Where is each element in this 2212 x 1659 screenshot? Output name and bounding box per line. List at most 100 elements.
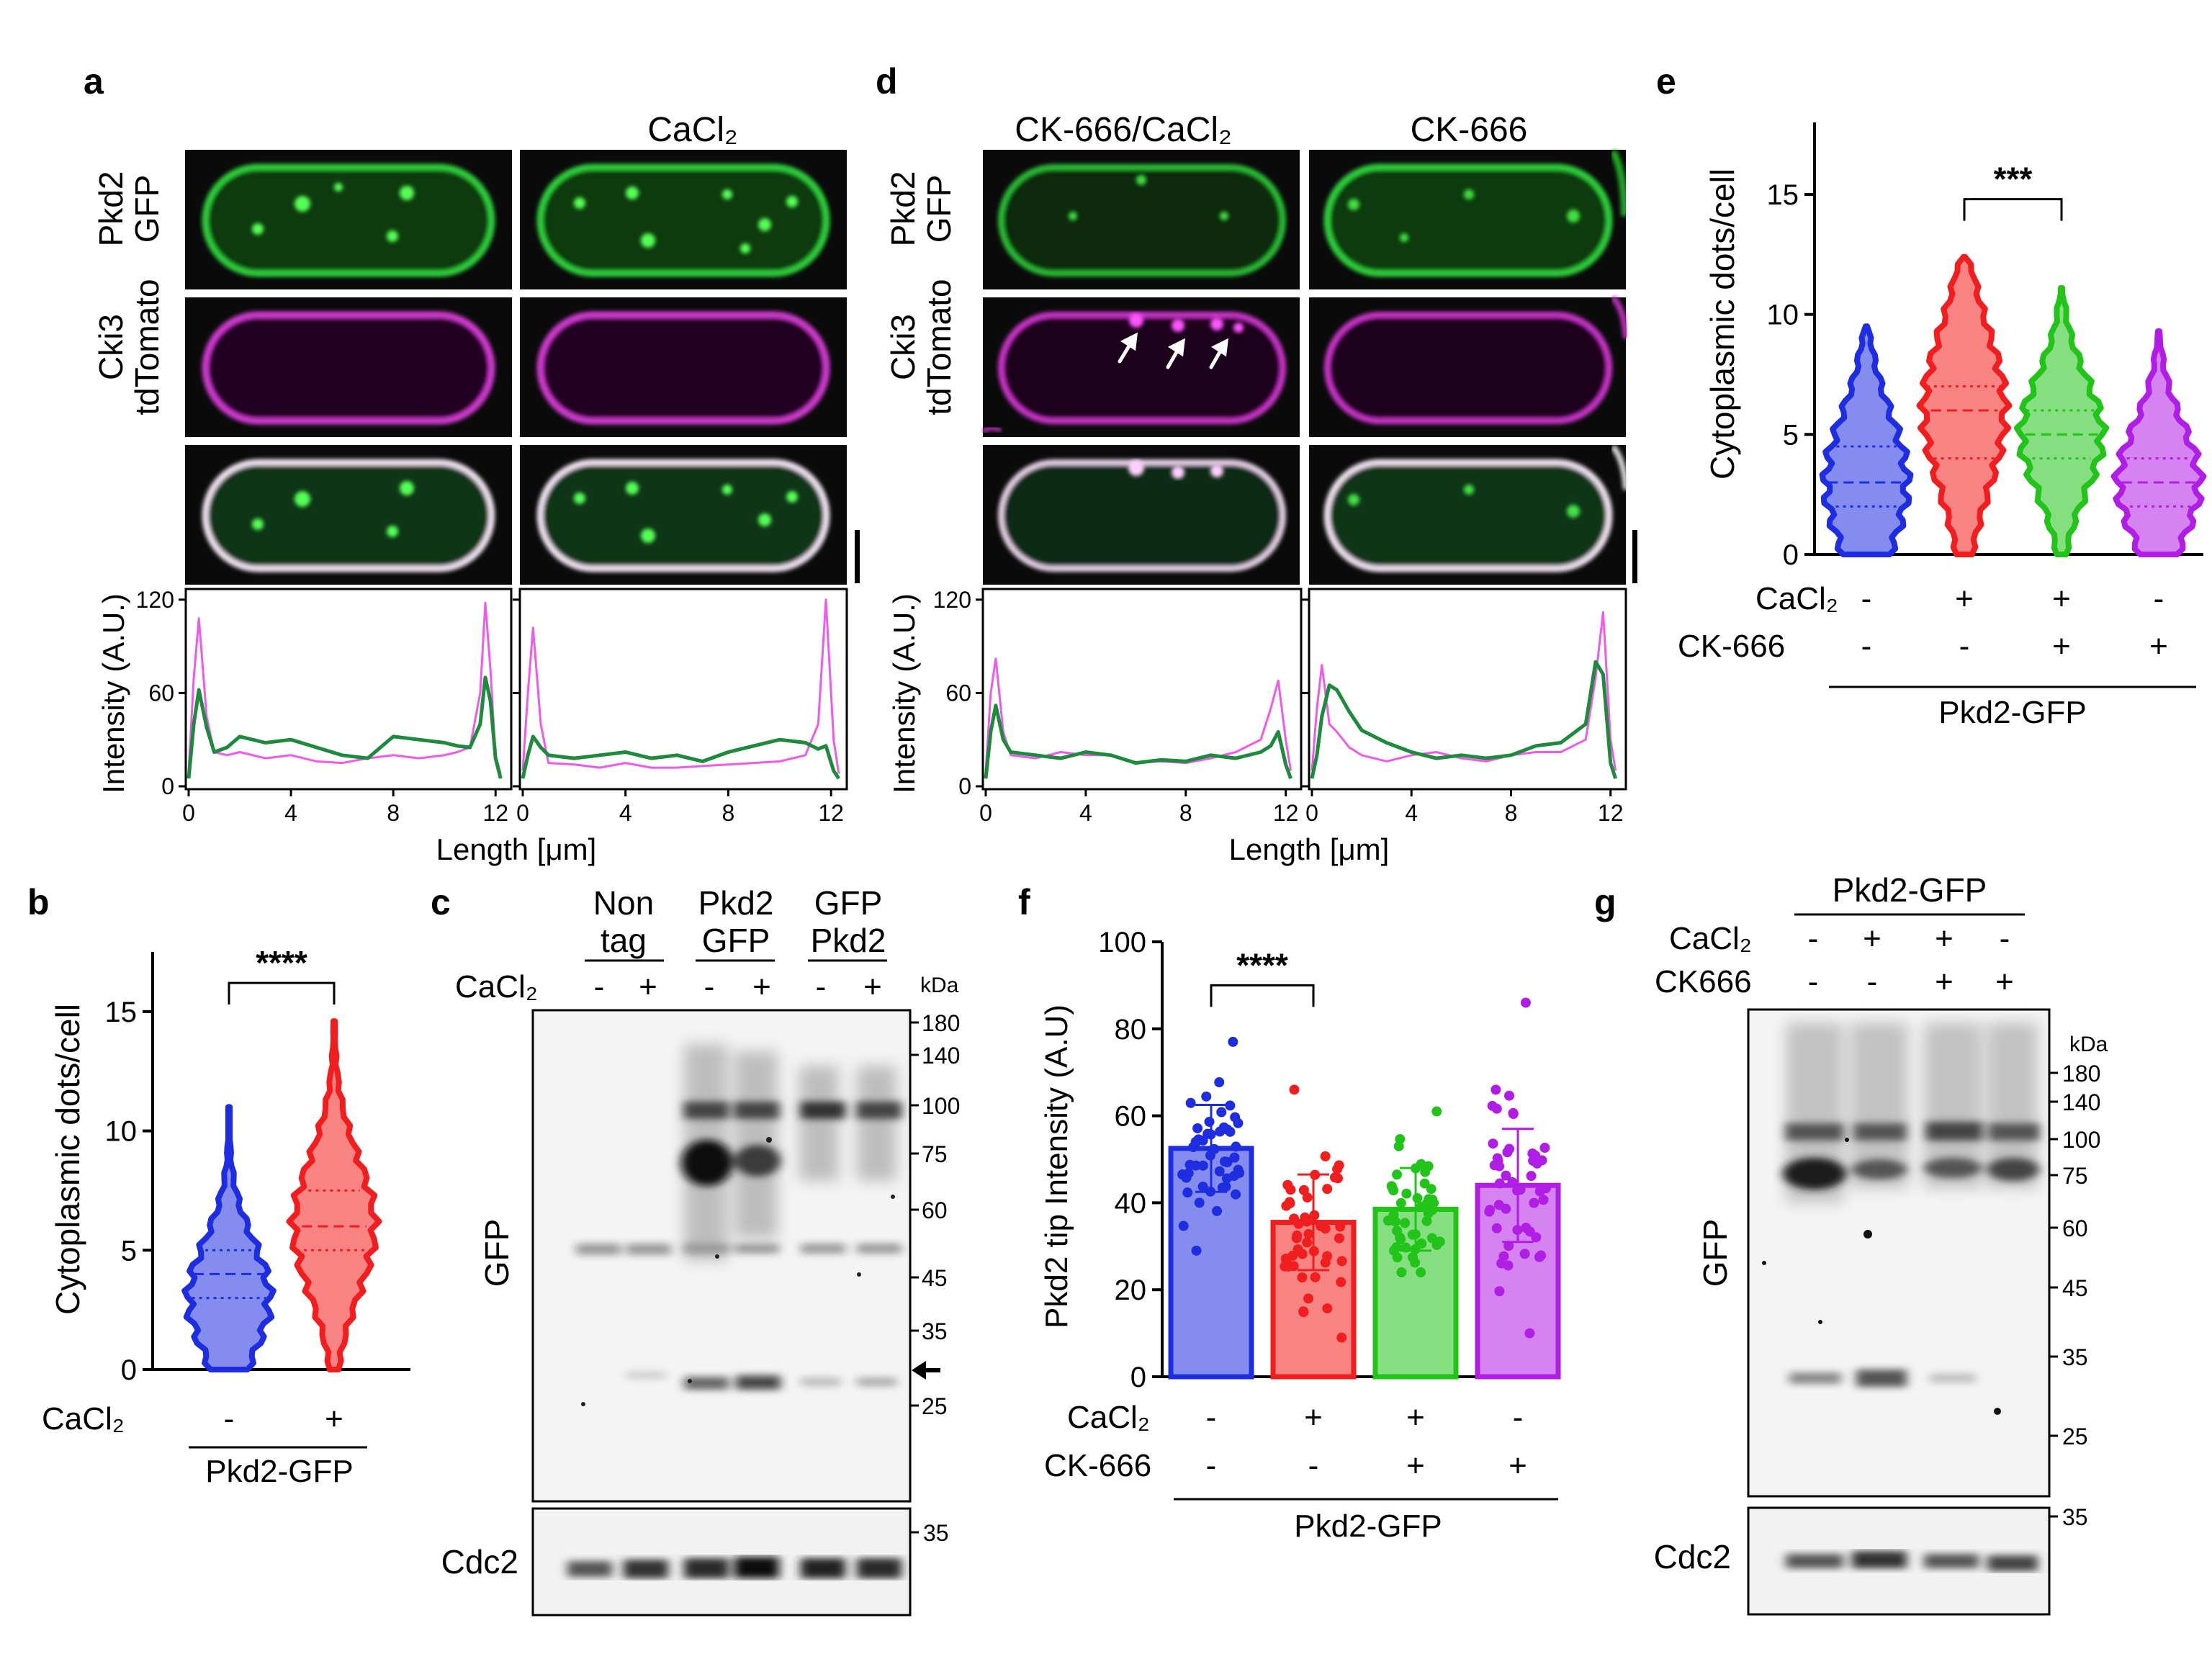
panel-c-blot-label: GFP (478, 1219, 516, 1287)
y-tick-label: 5 (1783, 419, 1799, 451)
y-tick-label: 40 (1115, 1187, 1147, 1219)
data-point (1416, 1202, 1426, 1213)
panel-e-ck666-4: + (2149, 629, 2168, 664)
panel-g-ck666-4: + (1995, 964, 2014, 999)
panel-d-plot-xlabel: Length [μm] (1229, 832, 1390, 866)
panel-c-marker-25: 25 (922, 1393, 948, 1419)
data-point (1310, 1272, 1321, 1282)
panel-f-cacl2-2: + (1304, 1400, 1323, 1435)
panel-a-row-label-gfp: GFP (128, 175, 166, 243)
data-point (1297, 1249, 1308, 1259)
data-point (1334, 1233, 1344, 1244)
data-point (1225, 1100, 1236, 1111)
panel-g-gfp-blot (1747, 1008, 2051, 1498)
panel-b-condition-2: + (325, 1401, 343, 1437)
panel-e-ck666-3: + (2052, 629, 2071, 664)
data-point (1392, 1169, 1403, 1180)
data-point (1501, 1203, 1511, 1214)
panel-f-ylabel: Pkd2 tip Intensity (A.U) (1039, 1004, 1074, 1328)
panel-g-marker-75: 75 (2062, 1163, 2088, 1189)
panel-g-marker-180: 180 (2062, 1061, 2100, 1087)
data-point (1425, 1194, 1436, 1205)
panel-f-letter: f (1018, 882, 1030, 922)
y-tick-label: 15 (105, 997, 138, 1028)
profile-series-line (521, 598, 840, 774)
data-point (1201, 1091, 1212, 1102)
data-point (1502, 1147, 1513, 1158)
y-tick-label: 60 (148, 680, 174, 706)
data-point (1293, 1218, 1304, 1229)
data-point (1298, 1184, 1309, 1195)
panel-d-condition-left: CK-666/CaCl₂ (1015, 111, 1231, 149)
x-tick-label: 0 (1305, 800, 1318, 826)
data-point (1297, 1272, 1308, 1283)
panel-a-micrographs (185, 150, 847, 585)
x-tick-label: 8 (1505, 800, 1518, 826)
data-point (1320, 1257, 1331, 1268)
panel-g-blot-label: GFP (1696, 1219, 1734, 1287)
panel-g-cacl2-3: + (1935, 921, 1954, 956)
significance-bracket (228, 981, 336, 1005)
x-tick-label: 4 (619, 800, 632, 826)
x-tick-label: 12 (1273, 800, 1299, 826)
data-point (1395, 1234, 1406, 1245)
data-point (1434, 1236, 1445, 1247)
data-point (1532, 1158, 1542, 1169)
panel-b-letter: b (27, 882, 50, 922)
data-point (1197, 1135, 1208, 1146)
profile-series-line (521, 734, 840, 780)
data-point (1395, 1197, 1406, 1208)
data-point (1287, 1250, 1298, 1261)
data-point (1302, 1237, 1313, 1248)
panel-a-profile-right: 0 4 8 12 (513, 588, 848, 826)
y-tick-label: 0 (161, 773, 174, 799)
panel-c-condition-6: + (863, 969, 882, 1004)
panel-c-kda-label: kDa (920, 974, 959, 997)
panel-g: g Pkd2-GFP CaCl₂ CK666 - + + - - - + + (1594, 871, 2108, 1616)
panel-f-row-label-cacl2: CaCl₂ (1067, 1400, 1150, 1435)
panel-c-condition-label: CaCl₂ (455, 969, 538, 1004)
data-point (1388, 1245, 1399, 1256)
data-point (1491, 1103, 1502, 1114)
data-point (1491, 1084, 1501, 1095)
violin-body (1916, 253, 2013, 557)
data-point (1526, 1171, 1537, 1182)
panel-c-condition-3: - (704, 969, 715, 1004)
panel-g-marker-35: 35 (2062, 1344, 2088, 1370)
panel-g-ck666-1: - (1808, 964, 1819, 999)
data-point (1421, 1215, 1432, 1226)
panel-d-condition-right: CK-666 (1411, 111, 1528, 149)
panel-d-arrows (1118, 332, 1229, 369)
panel-c-letter: c (431, 882, 451, 922)
significance-bracket (1963, 198, 2063, 221)
data-point (1390, 1216, 1401, 1227)
panel-e-ylabel: Cytoplasmic dots/cell (1704, 168, 1741, 480)
panel-c-cdc2-blot (531, 1507, 912, 1617)
profile-series-line (1310, 660, 1617, 779)
y-tick-label: 120 (136, 587, 174, 613)
data-point (1503, 1260, 1514, 1271)
data-point (1282, 1179, 1293, 1190)
panel-g-row-label-ck666: CK666 (1655, 964, 1752, 999)
x-tick-label: 0 (979, 800, 992, 826)
data-point (1534, 1186, 1545, 1197)
data-point (1322, 1184, 1333, 1195)
data-point (1178, 1220, 1189, 1231)
x-tick-label: 4 (284, 800, 297, 826)
data-point (1320, 1151, 1331, 1161)
data-point (1197, 1160, 1208, 1171)
violin-body (286, 1018, 382, 1372)
data-point (1401, 1188, 1412, 1199)
panel-e-cacl2-4: - (2154, 581, 2164, 616)
bar (1270, 1220, 1357, 1380)
data-point (1182, 1187, 1193, 1198)
data-point (1494, 1161, 1505, 1172)
panel-c-lane-group-1-line2: tag (601, 922, 647, 959)
panel-g-loading-label: Cdc2 (1654, 1538, 1731, 1575)
x-tick-label: 4 (1079, 800, 1092, 826)
y-tick-label: 0 (1130, 1362, 1146, 1393)
data-point (1285, 1198, 1295, 1209)
panel-a-row-label-cki3: Cki3 (92, 314, 130, 380)
